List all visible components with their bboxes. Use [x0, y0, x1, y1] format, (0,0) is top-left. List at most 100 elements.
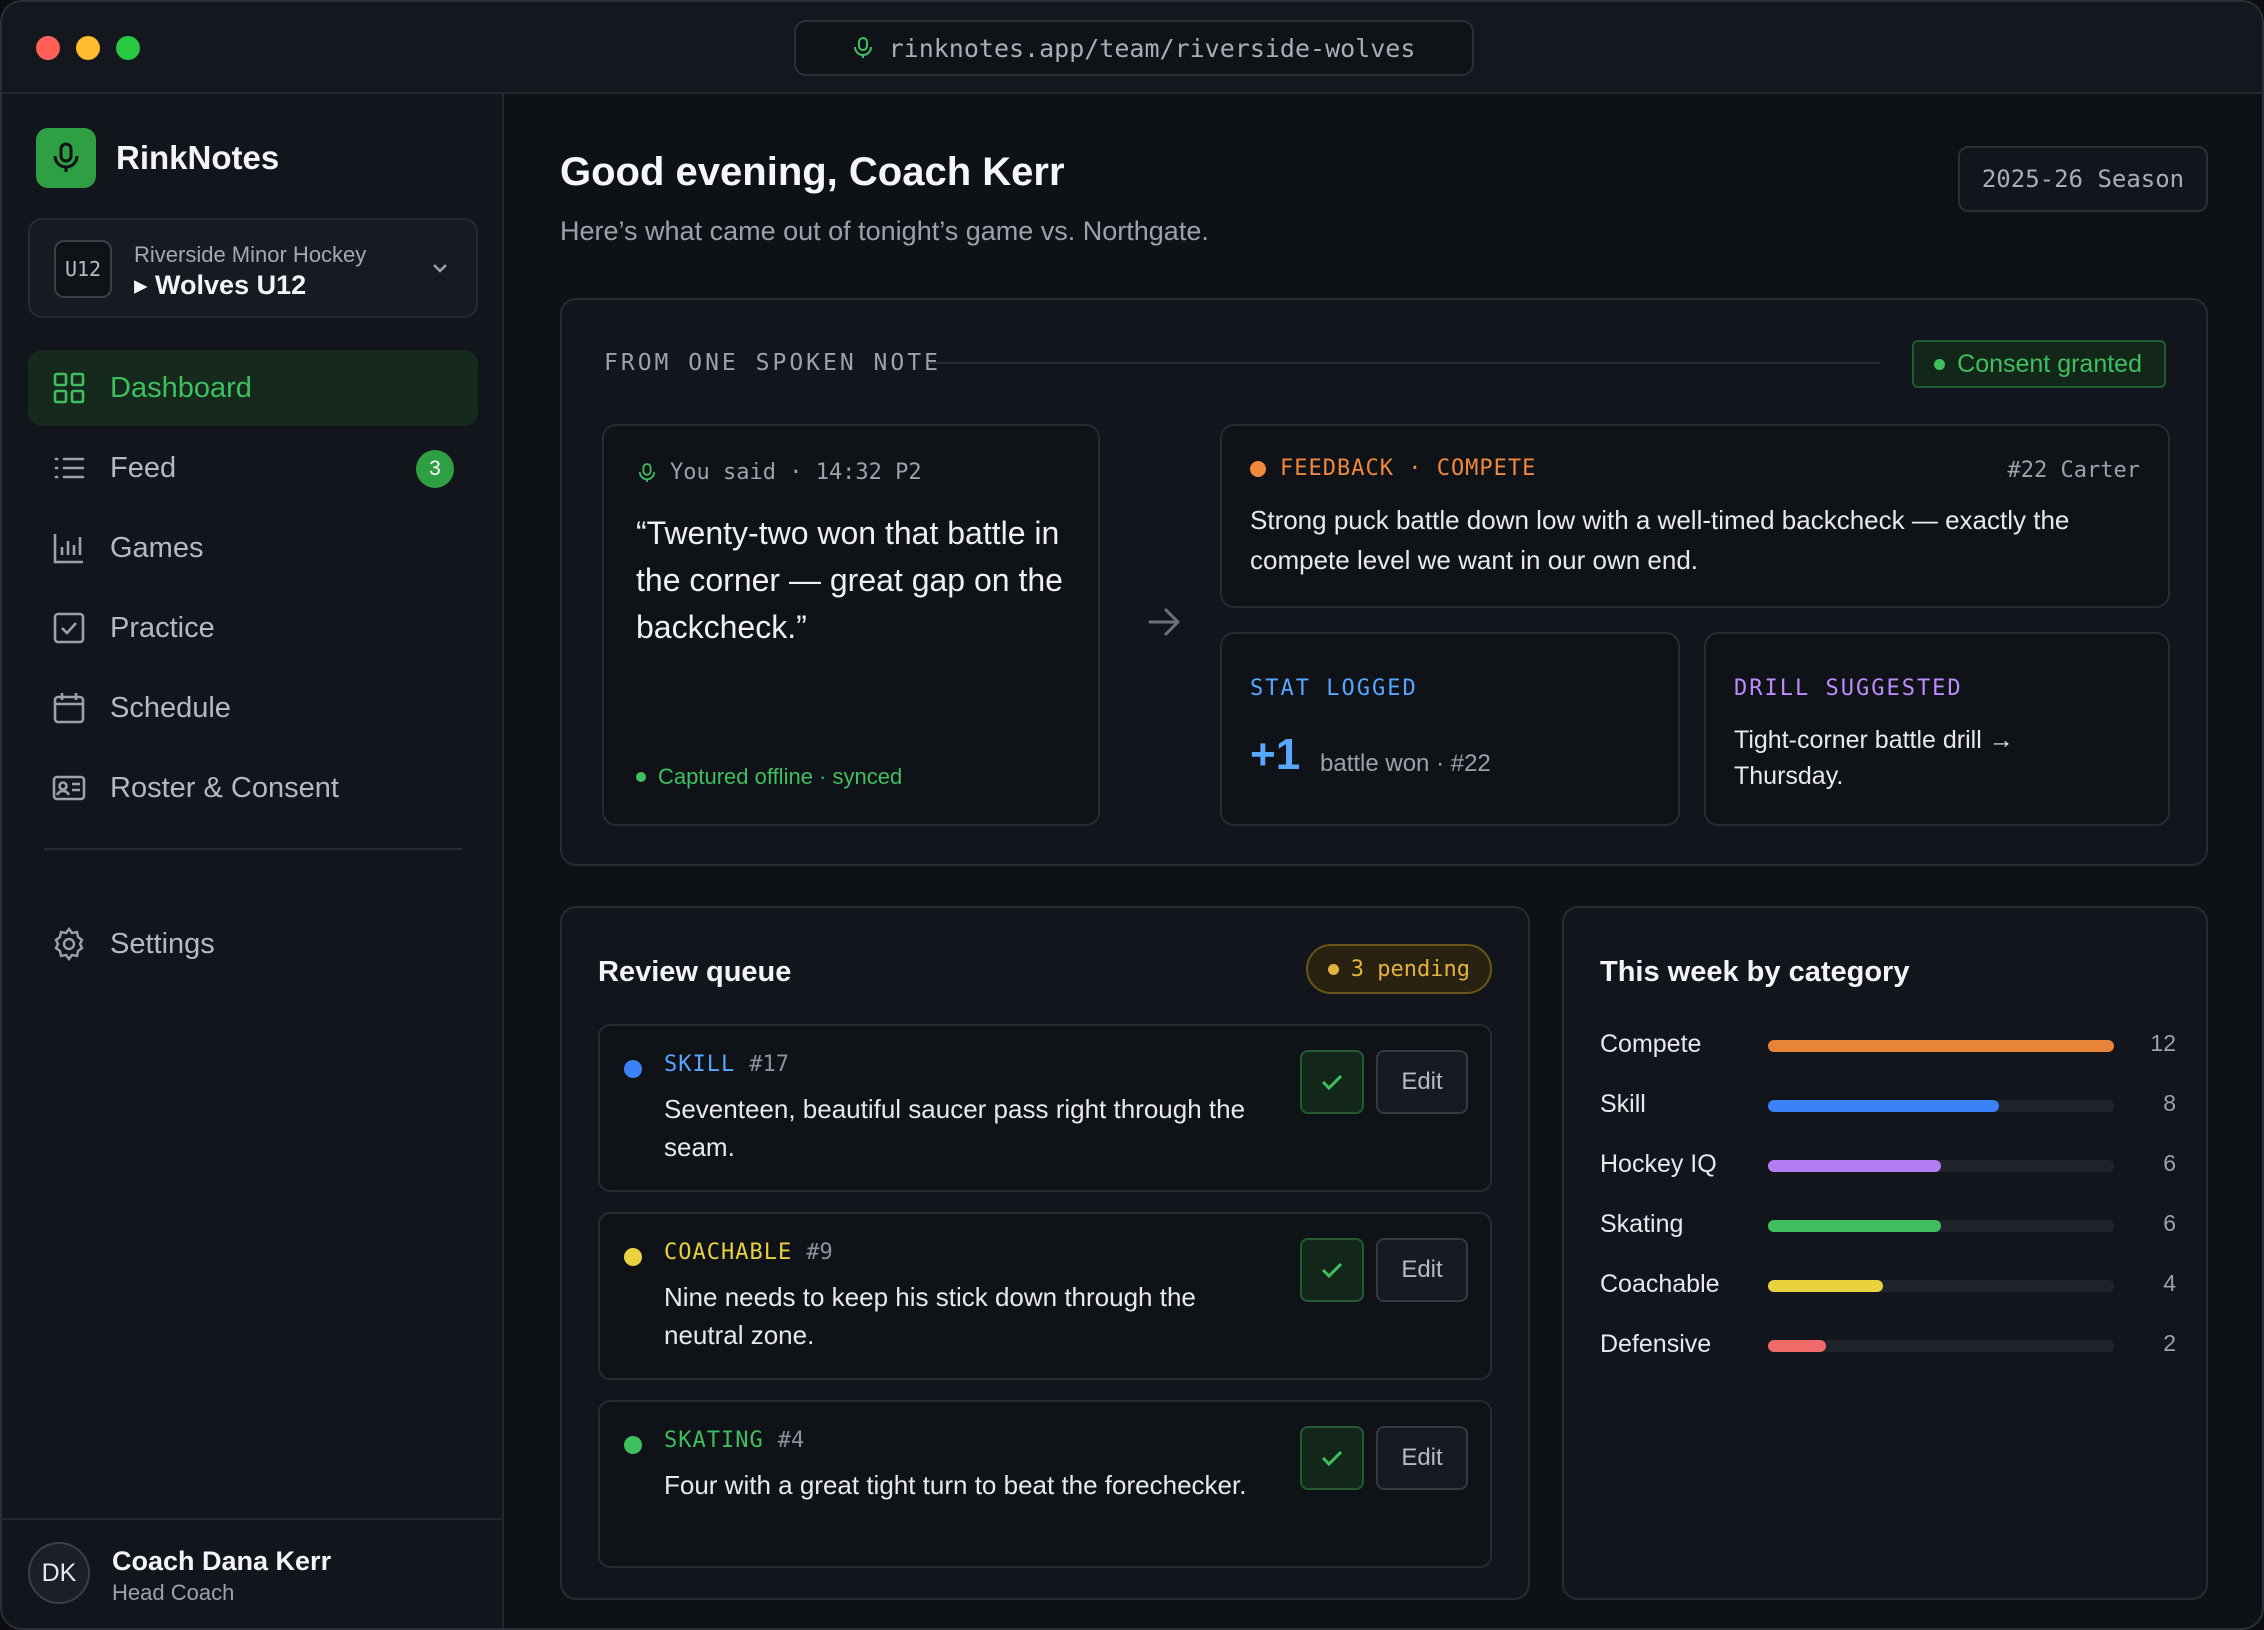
category-bar-track — [1768, 1040, 2114, 1052]
feedback-player: #22 Carter — [2007, 458, 2140, 483]
microphone-icon — [853, 37, 872, 58]
list-item[interactable]: COACHABLE #9 Nine needs to keep his stick… — [598, 1212, 1492, 1380]
microphone-icon — [638, 462, 656, 482]
settings-nav: Settings — [28, 906, 478, 986]
feedback-card[interactable]: FEEDBACK · COMPETE #22 Carter Strong puc… — [1220, 424, 2170, 608]
voice-note-meta: You said · 14:32 P2 — [638, 460, 922, 485]
main-nav: Dashboard Feed 3 Games Practice Schedule — [28, 350, 478, 830]
category-bar-track — [1768, 1160, 2114, 1172]
check-icon — [1321, 1074, 1343, 1091]
approve-button[interactable] — [1300, 1426, 1364, 1490]
category-bar-track — [1768, 1340, 2114, 1352]
list-item[interactable]: SKATING #4 Four with a great tight turn t… — [598, 1400, 1492, 1568]
category-bar — [1768, 1340, 1826, 1352]
maximize-window-button[interactable] — [116, 36, 140, 60]
team-age-badge: U12 — [54, 240, 112, 298]
week-title: This week by category — [1600, 956, 1910, 988]
nav-label: Settings — [110, 927, 215, 960]
user-profile[interactable]: DK Coach Dana Kerr Head Coach — [2, 1518, 502, 1628]
item-text: Seventeen, beautiful saucer pass right t… — [664, 1094, 1246, 1162]
spoken-note-panel: FROM ONE SPOKEN NOTE Consent granted You… — [560, 298, 2208, 866]
category-row: Defensive 2 — [1600, 1326, 2176, 1366]
review-queue: Review queue 3 pending SKILL #17 Seventee… — [560, 906, 1530, 1600]
category-row: Coachable 4 — [1600, 1266, 2176, 1306]
calendar-icon — [53, 693, 85, 724]
app-name: RinkNotes — [116, 139, 280, 176]
edit-button[interactable]: Edit — [1376, 1238, 1468, 1302]
user-role: Head Coach — [112, 1580, 235, 1605]
close-window-button[interactable] — [36, 36, 60, 60]
edit-button[interactable]: Edit — [1376, 1426, 1468, 1490]
voice-note-timestamp: You said · 14:32 P2 — [670, 460, 922, 485]
season-selector[interactable]: 2025-26 Season — [1958, 146, 2208, 212]
approve-button[interactable] — [1300, 1238, 1364, 1302]
arrow-right-icon — [1148, 608, 1180, 636]
status-dot — [1327, 963, 1339, 975]
category-bar — [1768, 1280, 1884, 1292]
nav-item-dashboard[interactable]: Dashboard — [28, 350, 478, 426]
checkbox-icon — [53, 612, 85, 644]
sync-status: Captured offline · synced — [636, 764, 902, 790]
chevron-down-icon — [433, 264, 447, 273]
category-label: Hockey IQ — [1600, 1150, 1717, 1178]
stat-card[interactable]: STAT LOGGED +1 battle won · #22 — [1220, 632, 1680, 826]
voice-note-quote: “Twenty-two won that battle in the corne… — [636, 515, 1063, 645]
category-bar — [1768, 1220, 1941, 1232]
category-label: COACHABLE — [664, 1240, 793, 1265]
brand[interactable]: RinkNotes — [36, 128, 279, 188]
nav-label: Games — [110, 531, 204, 564]
category-row: Compete 12 — [1600, 1026, 2176, 1066]
address-bar[interactable]: rinknotes.app/team/riverside-wolves — [794, 20, 1474, 76]
category-bar — [1768, 1040, 2114, 1052]
pending-badge: 3 pending — [1305, 944, 1492, 994]
category-dot — [624, 1436, 642, 1454]
category-bar-track — [1768, 1220, 2114, 1232]
app-logo — [36, 128, 96, 188]
page-subtitle: Here’s what came out of tonight’s game v… — [560, 216, 1209, 246]
player-number: #17 — [749, 1052, 789, 1077]
nav-label: Dashboard — [110, 371, 252, 404]
category-label: Compete — [1600, 1030, 1702, 1058]
nav-item-games[interactable]: Games — [28, 510, 478, 586]
id-card-icon — [52, 775, 86, 801]
drill-card[interactable]: DRILL SUGGESTED Tight-corner battle dril… — [1704, 632, 2170, 826]
nav-item-feed[interactable]: Feed 3 — [28, 430, 478, 506]
category-bar-track — [1768, 1280, 2114, 1292]
divider — [928, 362, 1880, 364]
nav-item-practice[interactable]: Practice — [28, 590, 478, 666]
check-icon — [1321, 1450, 1343, 1467]
team-org: Riverside Minor Hockey — [134, 242, 367, 267]
list-item[interactable]: SKILL #17 Seventeen, beautiful saucer pas… — [598, 1024, 1492, 1192]
consent-label: Consent granted — [1957, 349, 2142, 378]
url-text: rinknotes.app/team/riverside-wolves — [888, 33, 1416, 63]
nav-divider — [44, 848, 462, 850]
minimize-window-button[interactable] — [76, 36, 100, 60]
user-name: Coach Dana Kerr — [112, 1546, 332, 1576]
sidebar: RinkNotes U12 Riverside Minor Hockey ▸ W… — [2, 94, 504, 1628]
consent-badge: Consent granted — [1912, 340, 2166, 388]
player-number: #9 — [806, 1240, 833, 1265]
approve-button[interactable] — [1300, 1050, 1364, 1114]
feed-count-badge: 3 — [416, 450, 454, 488]
nav-item-schedule[interactable]: Schedule — [28, 670, 478, 746]
list-icon — [54, 457, 85, 479]
category-row: Hockey IQ 6 — [1600, 1146, 2176, 1186]
category-label: Skill — [1600, 1090, 1646, 1118]
category-bar — [1768, 1160, 1941, 1172]
nav-item-settings[interactable]: Settings — [28, 906, 478, 982]
category-label: SKATING — [664, 1428, 764, 1453]
team-switcher[interactable]: U12 Riverside Minor Hockey ▸ Wolves U12 — [28, 218, 478, 318]
category-count: 8 — [2163, 1090, 2176, 1116]
category-count: 6 — [2163, 1150, 2176, 1176]
review-title: Review queue — [598, 956, 792, 988]
category-bar-track — [1768, 1100, 2114, 1112]
voice-note-card[interactable]: You said · 14:32 P2 “Twenty-two won that… — [602, 424, 1100, 826]
category-label: SKILL — [664, 1052, 736, 1077]
edit-button[interactable]: Edit — [1376, 1050, 1468, 1114]
stat-tag: STAT LOGGED — [1250, 676, 1418, 701]
nav-label: Practice — [110, 611, 215, 644]
item-text: Nine needs to keep his stick down throug… — [664, 1282, 1196, 1350]
player-number: #4 — [777, 1428, 805, 1453]
nav-item-roster-consent[interactable]: Roster & Consent — [28, 750, 478, 826]
